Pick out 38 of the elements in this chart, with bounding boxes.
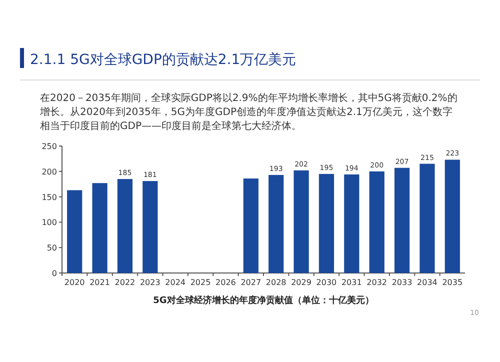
bar <box>142 181 158 273</box>
x-tick-label: 2022 <box>114 278 136 287</box>
bar <box>117 179 133 273</box>
x-tick-label: 2030 <box>316 278 337 287</box>
y-tick-label: 200 <box>42 167 57 176</box>
bar <box>420 164 435 273</box>
bar <box>344 174 360 273</box>
x-tick-label: 2024 <box>165 278 186 287</box>
y-tick-label: 150 <box>42 192 57 202</box>
bar <box>268 174 284 273</box>
x-tick-label: 2021 <box>90 278 110 287</box>
x-tick-label: 2028 <box>266 278 286 287</box>
bar <box>67 190 82 273</box>
chart-title: 2.1.1 5G对全球GDP的贡献达2.1万亿美元 <box>30 52 296 68</box>
bar <box>243 178 258 273</box>
x-tick-label: 2032 <box>366 278 388 287</box>
x-tick-label: 2034 <box>417 278 438 287</box>
y-tick-label: 50 <box>46 244 57 253</box>
y-tick-label: 0 <box>52 269 57 278</box>
x-tick-label: 2027 <box>240 278 262 287</box>
bar <box>294 170 309 273</box>
x-tick-label: 2031 <box>341 278 362 287</box>
x-axis-title: 5G对全球经济增长的年度净贡献值（单位：十亿美元） <box>153 295 374 306</box>
x-tick-label: 2026 <box>216 278 236 287</box>
bar <box>444 160 460 273</box>
x-tick-label: 2035 <box>442 278 463 287</box>
y-tick-label: 100 <box>42 218 57 228</box>
bar <box>318 174 334 273</box>
x-tick-label: 2029 <box>291 278 312 287</box>
bar <box>92 183 108 273</box>
x-tick-label: 2020 <box>64 278 85 287</box>
x-tick-label: 2033 <box>392 278 412 287</box>
y-tick-label: 250 <box>42 142 57 151</box>
x-tick-label: 2025 <box>190 278 211 287</box>
bar <box>369 171 384 273</box>
x-tick-label: 2023 <box>140 278 160 287</box>
chart-subtitle: 在2020－2035年期间，全球实际GDP将以2.9%的年平均增长率增长，其中5G将贡献0.2%的增长。从2020年到2035年，5G为年度GDP创造的年度净值达贡献达2.1万亿美元，这个数字相当于印度目前的GDP——印度目前是全球第七大经济体。 <box>40 92 458 134</box>
bar <box>394 168 410 273</box>
